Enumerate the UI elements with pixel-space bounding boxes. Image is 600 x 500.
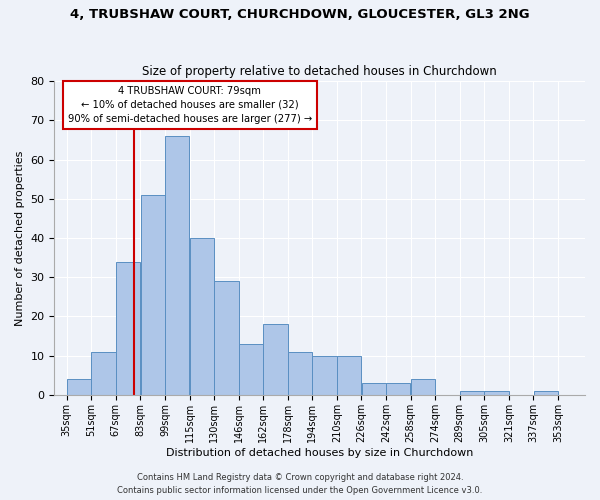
Bar bbox=[362, 383, 386, 395]
Bar bbox=[239, 344, 263, 395]
Title: Size of property relative to detached houses in Churchdown: Size of property relative to detached ho… bbox=[142, 66, 497, 78]
Bar bbox=[165, 136, 190, 395]
Text: Contains HM Land Registry data © Crown copyright and database right 2024.
Contai: Contains HM Land Registry data © Crown c… bbox=[118, 473, 482, 495]
Bar bbox=[460, 391, 484, 395]
Bar bbox=[288, 352, 312, 395]
Text: 4 TRUBSHAW COURT: 79sqm
← 10% of detached houses are smaller (32)
90% of semi-de: 4 TRUBSHAW COURT: 79sqm ← 10% of detache… bbox=[68, 86, 312, 124]
Bar bbox=[140, 195, 165, 395]
Bar bbox=[190, 238, 214, 395]
Bar bbox=[484, 391, 509, 395]
Y-axis label: Number of detached properties: Number of detached properties bbox=[15, 150, 25, 326]
Bar bbox=[533, 391, 558, 395]
Bar bbox=[116, 262, 140, 395]
Bar bbox=[337, 356, 361, 395]
Bar bbox=[67, 379, 91, 395]
X-axis label: Distribution of detached houses by size in Churchdown: Distribution of detached houses by size … bbox=[166, 448, 473, 458]
Bar bbox=[411, 379, 435, 395]
Bar bbox=[214, 281, 239, 395]
Bar bbox=[313, 356, 337, 395]
Bar bbox=[263, 324, 287, 395]
Bar bbox=[91, 352, 116, 395]
Text: 4, TRUBSHAW COURT, CHURCHDOWN, GLOUCESTER, GL3 2NG: 4, TRUBSHAW COURT, CHURCHDOWN, GLOUCESTE… bbox=[70, 8, 530, 20]
Bar bbox=[386, 383, 410, 395]
